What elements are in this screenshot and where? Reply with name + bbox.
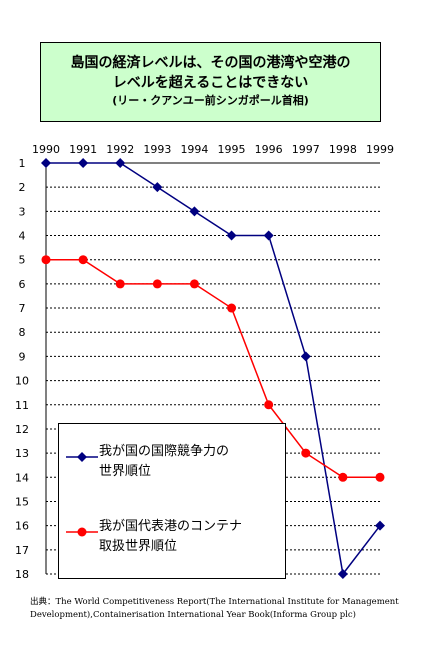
data-point: [152, 279, 162, 289]
x-tick-label: 1996: [255, 143, 283, 156]
data-point: [41, 255, 51, 265]
x-tick-label: 1990: [32, 143, 60, 156]
y-tick-label: 17: [15, 544, 29, 557]
data-point: [337, 569, 348, 579]
data-point: [375, 472, 385, 482]
series-lines: [41, 158, 385, 579]
legend-marker-diamond-icon: [66, 452, 98, 462]
data-point: [300, 351, 311, 362]
legend-label-1b: 世界順位: [99, 464, 152, 479]
x-tick-label: 1995: [218, 143, 246, 156]
title-line-2: レベルを超えることはできない: [112, 75, 309, 91]
y-tick-label: 1: [19, 157, 26, 170]
data-point: [301, 448, 311, 458]
data-point: [115, 279, 125, 289]
data-point: [115, 158, 126, 168]
y-tick-label: 2: [19, 181, 26, 194]
data-point: [41, 158, 51, 168]
data-point: [78, 255, 88, 265]
data-point: [338, 472, 348, 482]
y-tick-label: 14: [15, 471, 29, 484]
x-tick-label: 1999: [366, 143, 394, 156]
x-tick-label: 1997: [292, 143, 320, 156]
data-point: [227, 303, 237, 313]
y-tick-label: 3: [19, 205, 26, 218]
y-tick-label: 6: [19, 278, 26, 291]
y-tick-label: 18: [15, 568, 29, 581]
x-tick-label: 1998: [329, 143, 357, 156]
y-tick-label: 4: [19, 230, 26, 243]
data-point: [152, 182, 163, 193]
x-tick-label: 1993: [143, 143, 171, 156]
y-tick-label: 15: [15, 495, 29, 508]
data-point: [264, 400, 274, 410]
x-tick-label: 1991: [69, 143, 97, 156]
legend-label-1a: 我が国の国際競争力の: [99, 444, 230, 459]
y-tick-label: 16: [15, 520, 29, 533]
y-tick-label: 12: [15, 423, 29, 436]
x-tick-label: 1994: [180, 143, 208, 156]
data-point: [189, 206, 200, 217]
legend-marker-circle-icon: [66, 527, 98, 537]
y-tick-label: 10: [15, 375, 29, 388]
x-tick-label: 1992: [106, 143, 134, 156]
title-box: 島国の経済レベルは、その国の港湾や空港の レベルを超えることはできない (リー・…: [40, 42, 381, 122]
y-tick-label: 9: [19, 350, 26, 363]
data-point: [189, 279, 199, 289]
legend-label-2b: 取扱世界順位: [99, 539, 178, 554]
y-tick-label: 8: [19, 326, 26, 339]
data-point: [78, 158, 89, 168]
series-line-2: [46, 258, 380, 479]
data-point: [263, 230, 274, 241]
y-tick-label: 5: [19, 254, 26, 267]
legend-label-2a: 我が国代表港のコンテナ: [99, 519, 243, 534]
data-point: [226, 230, 237, 241]
data-point: [375, 520, 385, 531]
source-note: 出典：The World Competitiveness Report(The …: [30, 597, 399, 620]
title-line-3: (リー・クアンユー前シンガポール首相): [112, 94, 309, 107]
y-tick-label: 11: [15, 399, 29, 412]
x-tick-labels: 1990 1991 1992 1993 1994 1995 1996 1997 1998 1999: [32, 143, 394, 156]
title-line-1: 島国の経済レベルは、その国の港湾や空港の: [70, 55, 351, 71]
legend: 我が国の国際競争力の 世界順位 我が国代表港のコンテナ 取扱世界順位: [58, 423, 286, 579]
y-tick-label: 7: [19, 302, 26, 315]
y-tick-label: 13: [15, 447, 29, 460]
